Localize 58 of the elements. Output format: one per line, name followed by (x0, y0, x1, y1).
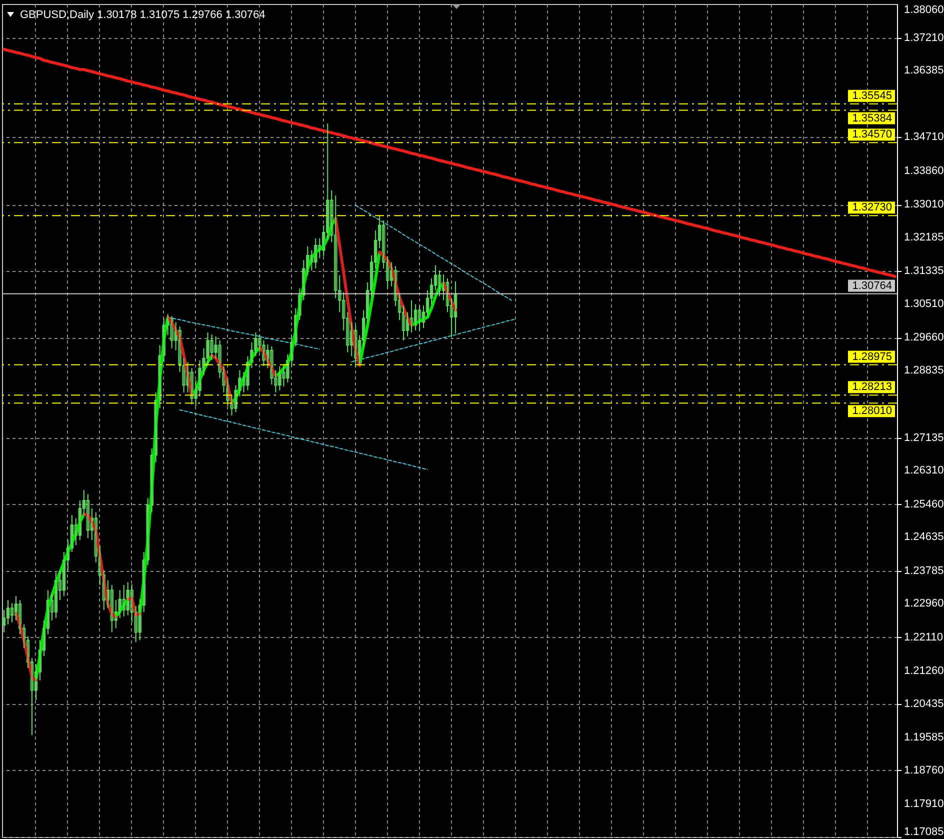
y-tick-label: 1.23785 (904, 564, 944, 577)
y-tick-label: 1.17910 (904, 798, 944, 810)
candlestick (122, 584, 126, 617)
ref-line-label: 1.32730 (852, 202, 892, 214)
y-tick-label: 1.37210 (904, 32, 944, 44)
candlestick (94, 512, 98, 563)
candlestick (262, 340, 266, 367)
y-tick-label: 1.38060 (904, 4, 944, 16)
candlestick (98, 544, 102, 586)
y-tick-label: 1.30510 (904, 298, 944, 310)
y-tick-label: 1.28835 (904, 364, 944, 376)
candlestick (86, 494, 90, 539)
y-tick-label: 1.33010 (904, 198, 944, 211)
candlestick (110, 584, 114, 633)
candlestick (18, 600, 22, 635)
candlestick (418, 306, 422, 331)
line-series (179, 409, 428, 470)
candlestick (354, 324, 358, 368)
candlestick (210, 334, 214, 361)
y-tick-label: 1.27135 (904, 432, 944, 444)
y-tick-label: 1.25460 (904, 498, 944, 510)
ref-line-label: 1.28010 (852, 405, 892, 418)
candlestick (30, 658, 34, 736)
candlestick (130, 584, 134, 623)
candlestick (170, 316, 174, 349)
candlestick (26, 636, 30, 669)
y-tick-label: 1.17085 (904, 826, 944, 838)
y-tick-label: 1.22110 (904, 631, 943, 644)
ref-line-label: 1.34570 (852, 128, 892, 141)
candlestick (134, 606, 138, 643)
y-tick-label: 1.29660 (904, 332, 944, 344)
line-series (351, 318, 516, 362)
y-tick-label: 1.31335 (904, 265, 944, 278)
y-tick-label: 1.18760 (904, 764, 944, 776)
y-tick-label: 1.24635 (904, 531, 944, 544)
candlestick (102, 570, 106, 611)
ref-line-label: 1.35384 (852, 112, 892, 124)
ref-line-label: 1.28213 (852, 381, 892, 394)
y-tick-label: 1.26310 (904, 464, 944, 477)
y-tick-label: 1.32185 (904, 231, 944, 244)
y-tick-label: 1.34710 (904, 131, 944, 144)
y-tick-label: 1.19585 (904, 732, 944, 744)
line-series (355, 204, 512, 301)
candlestick (22, 624, 26, 649)
line-series (2, 48, 896, 278)
candlestick (10, 602, 14, 623)
ref-line-label: 1.35545 (852, 90, 892, 102)
candlestick (438, 270, 442, 297)
ref-line-label: 1.28975 (852, 350, 892, 363)
chart-title: GBPUSD,Daily 1.30178 1.31075 1.29766 1.30764 (20, 9, 266, 21)
y-tick-label: 1.20435 (904, 698, 944, 710)
ref-line-label: 1.30764 (852, 280, 892, 292)
y-tick-label: 1.22960 (904, 598, 944, 610)
y-tick-label: 1.21260 (904, 665, 944, 678)
candlestick (410, 300, 414, 333)
y-tick-label: 1.33860 (904, 164, 944, 177)
y-tick-label: 1.36385 (904, 64, 944, 77)
candlestick (334, 194, 338, 299)
